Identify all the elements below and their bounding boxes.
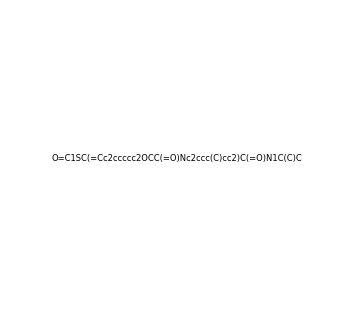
Text: O=C1SC(=Cc2ccccc2OCC(=O)Nc2ccc(C)cc2)C(=O)N1C(C)C: O=C1SC(=Cc2ccccc2OCC(=O)Nc2ccc(C)cc2)C(=… <box>52 155 302 163</box>
